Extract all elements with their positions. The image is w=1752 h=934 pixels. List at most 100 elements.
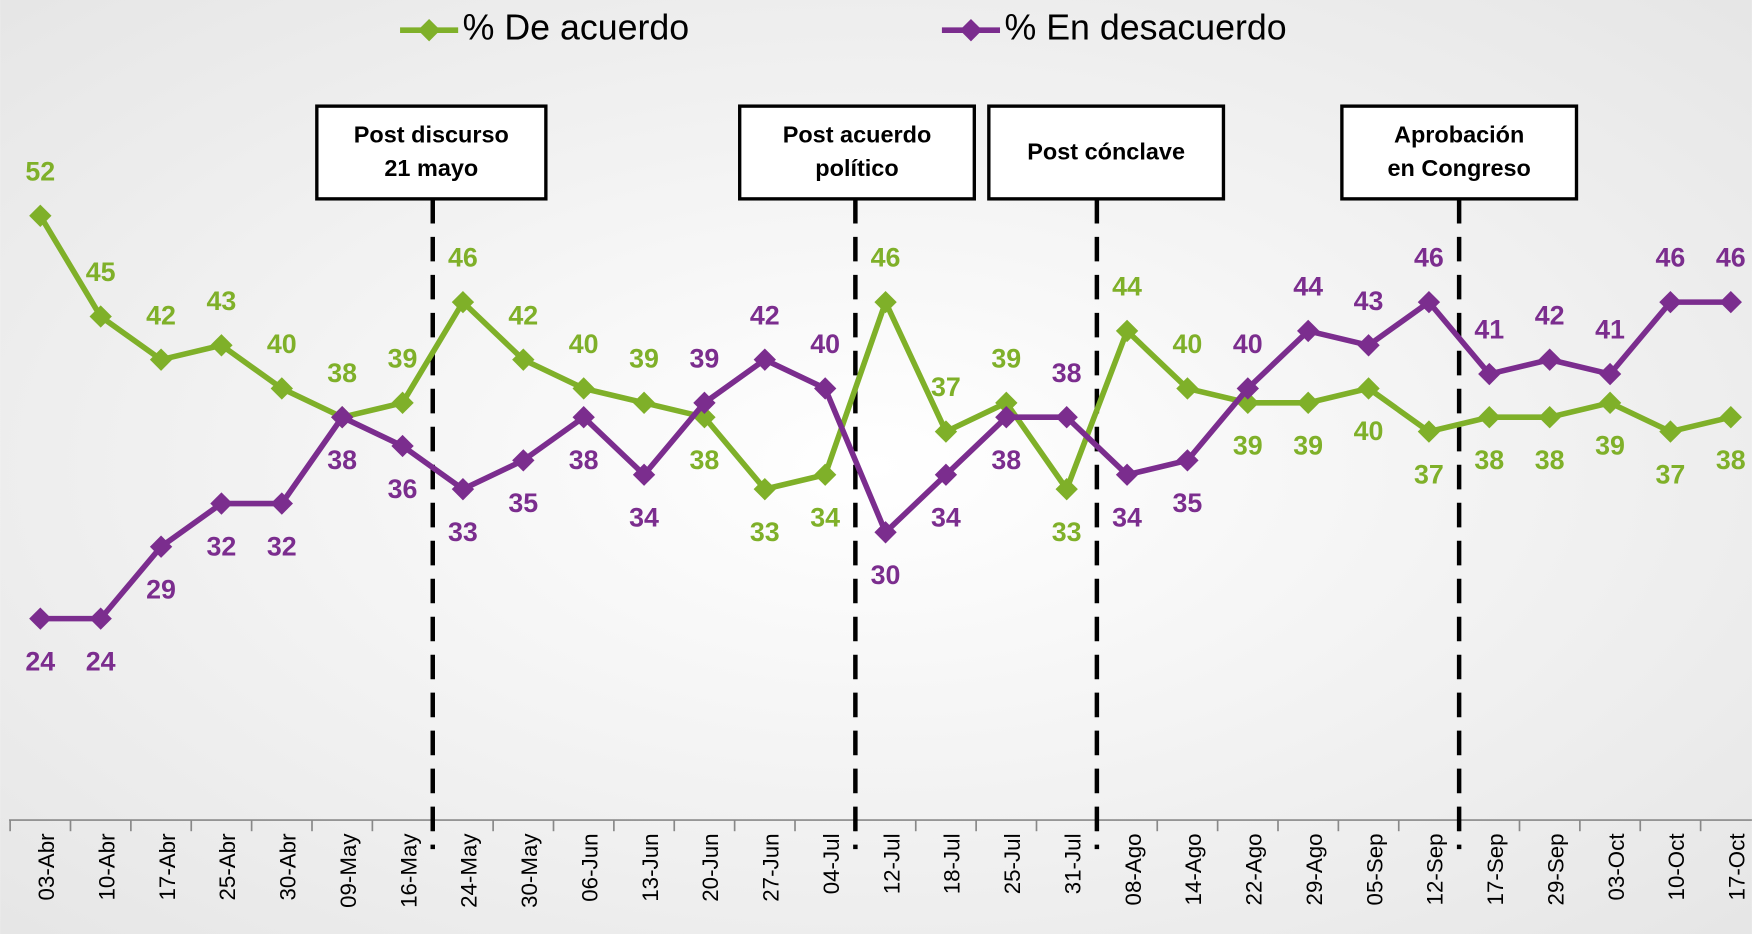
value-label: 43 — [207, 286, 237, 316]
value-label: 33 — [750, 517, 780, 547]
value-label: 37 — [931, 372, 961, 402]
value-label: 45 — [86, 257, 116, 287]
value-label: 38 — [1535, 445, 1565, 475]
value-label: 44 — [1293, 272, 1323, 302]
value-label: 40 — [267, 329, 297, 359]
x-tick-label: 18-Jul — [940, 833, 965, 894]
x-tick-label: 08-Ago — [1121, 833, 1146, 905]
marker — [995, 391, 1018, 415]
x-tick-label: 17-Sep — [1483, 833, 1508, 905]
value-label: 40 — [1354, 416, 1384, 446]
event-box — [1340, 104, 1579, 201]
marker — [874, 290, 897, 314]
event-box — [738, 104, 976, 201]
value-label: 43 — [1354, 286, 1384, 316]
marker — [814, 377, 837, 400]
marker — [753, 477, 776, 501]
value-label: 44 — [1112, 272, 1142, 302]
event-label: Post discurso — [354, 122, 509, 148]
marker — [874, 521, 897, 544]
value-label: 46 — [1656, 243, 1686, 273]
marker — [1659, 420, 1682, 443]
marker — [1719, 406, 1742, 429]
x-tick-label: 09-May — [336, 833, 361, 908]
value-label: 34 — [810, 503, 840, 533]
value-label: 38 — [1052, 358, 1082, 388]
value-label: 38 — [690, 445, 720, 475]
value-label: 39 — [1595, 431, 1625, 461]
marker — [1659, 290, 1682, 314]
value-label: 46 — [1716, 243, 1746, 273]
marker — [391, 434, 414, 458]
marker — [270, 377, 293, 400]
marker — [934, 463, 958, 486]
value-label: 37 — [1414, 459, 1444, 489]
value-label: 30 — [871, 560, 901, 590]
x-tick-label: 29-Sep — [1543, 833, 1568, 905]
x-tick-label: 10-Abr — [94, 833, 119, 901]
value-label: 36 — [388, 474, 418, 504]
marker — [331, 406, 354, 429]
value-label: 46 — [1414, 243, 1444, 273]
value-label: 35 — [1173, 488, 1203, 518]
x-tick-label: 12-Sep — [1423, 833, 1448, 905]
x-tick-label: 30-May — [517, 833, 542, 908]
marker — [753, 348, 776, 371]
marker — [995, 406, 1018, 429]
value-label: 39 — [1293, 431, 1323, 461]
value-label: 42 — [1535, 300, 1565, 330]
event-label: Post acuerdo — [783, 122, 932, 148]
marker — [1538, 348, 1561, 371]
value-label: 40 — [569, 329, 599, 359]
value-label: 29 — [146, 574, 176, 604]
marker — [814, 463, 837, 486]
value-label: 24 — [25, 646, 55, 676]
value-label: 40 — [1173, 329, 1203, 359]
value-label: 34 — [931, 503, 961, 533]
marker — [149, 535, 173, 558]
value-label: 40 — [810, 329, 840, 359]
x-tick-label: 17-Abr — [155, 833, 180, 901]
value-label: 40 — [1233, 329, 1263, 359]
x-tick-label: 24-May — [457, 833, 482, 908]
value-label: 42 — [146, 300, 176, 330]
event-box — [315, 104, 548, 201]
value-label: 46 — [448, 243, 478, 273]
value-label: 38 — [1716, 445, 1746, 475]
x-tick-label: 25-Jul — [1000, 833, 1025, 894]
x-tick-label: 22-Ago — [1242, 833, 1267, 905]
value-label: 37 — [1656, 459, 1686, 489]
marker — [572, 377, 595, 400]
value-label: 38 — [1474, 445, 1504, 475]
value-label: 41 — [1595, 315, 1625, 345]
x-tick-label: 27-Jun — [759, 833, 784, 901]
event-label: Aprobación — [1394, 122, 1524, 148]
value-label: 34 — [629, 503, 659, 533]
marker — [1719, 290, 1742, 314]
value-label: 41 — [1474, 315, 1504, 345]
value-label: 34 — [1112, 503, 1142, 533]
event-label: en Congreso — [1388, 155, 1531, 181]
x-tick-label: 03-Oct — [1604, 833, 1629, 901]
value-label: 42 — [750, 300, 780, 330]
marker — [512, 348, 535, 371]
value-label: 32 — [267, 531, 297, 561]
x-tick-label: 05-Sep — [1362, 833, 1387, 905]
marker — [1176, 377, 1199, 400]
value-label: 38 — [327, 358, 357, 388]
value-label: 39 — [690, 343, 720, 373]
legend-label: % En desacuerdo — [1004, 8, 1286, 48]
marker — [451, 477, 475, 501]
x-tick-label: 14-Ago — [1181, 833, 1206, 905]
legend-marker — [417, 18, 441, 42]
x-tick-label: 29-Ago — [1302, 833, 1327, 905]
value-label: 33 — [448, 517, 478, 547]
legend-label: % De acuerdo — [463, 8, 690, 48]
value-label: 33 — [1052, 517, 1082, 547]
x-tick-label: 31-Jul — [1060, 833, 1085, 894]
marker — [391, 391, 414, 415]
value-label: 39 — [388, 343, 418, 373]
value-label: 39 — [629, 343, 659, 373]
x-tick-label: 12-Jul — [879, 833, 904, 894]
